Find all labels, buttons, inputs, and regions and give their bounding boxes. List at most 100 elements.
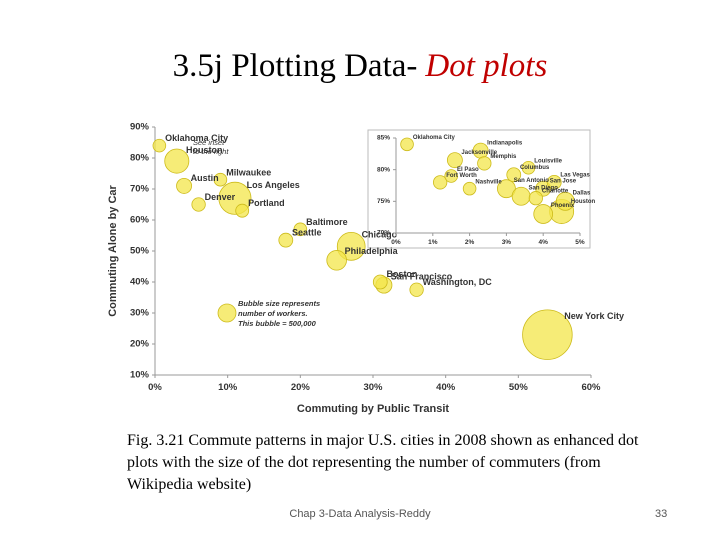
bubble: [521, 161, 536, 175]
x-tick-label: 10%: [218, 382, 238, 393]
size-legend-text: Bubble size represents: [238, 299, 320, 308]
bubble: [176, 177, 192, 194]
bubble: [326, 250, 347, 271]
city-label: San Antonio: [514, 178, 549, 184]
y-axis-label: Commuting Alone by Car: [107, 184, 119, 316]
city-label: Washington, DC: [423, 277, 493, 287]
bubble: [444, 169, 458, 183]
bubble: [511, 186, 531, 206]
footer: Chap 3-Data Analysis-Reddy: [289, 508, 431, 520]
x-tick-label: 3%: [502, 239, 512, 246]
city-label: El Paso: [457, 167, 479, 173]
bubble: [293, 222, 308, 237]
city-label: Oklahoma City: [165, 133, 228, 143]
city-label: Nashville: [475, 179, 502, 185]
city-label: New York City: [564, 311, 624, 321]
bubble: [213, 172, 228, 187]
y-tick-label: 90%: [130, 122, 150, 133]
city-label: Chicago: [362, 229, 398, 239]
x-tick-label: 50%: [509, 382, 529, 393]
y-tick-label: 80%: [130, 153, 150, 164]
bubble: [191, 197, 206, 212]
city-label: Baltimore: [306, 217, 348, 227]
x-tick-label: 5%: [575, 239, 585, 246]
city-label: Los Angeles: [247, 180, 300, 190]
city-label: Dallas: [573, 191, 591, 197]
chart: 0% 10% 20% 30% 40% 50% 60%10%20%30%40%50%60%70…: [107, 122, 624, 415]
y-tick-label: 30%: [130, 308, 150, 319]
bubble: [372, 274, 388, 290]
city-label: Phoenix: [551, 203, 575, 209]
city-label: Portland: [248, 198, 285, 208]
city-label: San Diego: [529, 185, 559, 191]
slide-title: 3.5j Plotting Data- Dot plots: [0, 48, 720, 85]
x-tick-label: 40%: [436, 382, 456, 393]
y-tick-label: 70%: [377, 230, 390, 237]
y-tick-label: 20%: [130, 339, 150, 350]
y-tick-label: 85%: [377, 135, 390, 142]
bubble: [433, 175, 448, 190]
city-label: Milwaukee: [226, 167, 271, 177]
city-label: Columbus: [520, 165, 550, 171]
x-tick-label: 1%: [428, 239, 438, 246]
y-tick-label: 40%: [130, 277, 150, 288]
y-tick-label: 60%: [130, 215, 150, 226]
x-tick-label: 20%: [291, 382, 311, 393]
bubble: [546, 174, 562, 190]
title-text: 3.5j Plotting Data-: [172, 48, 418, 84]
city-label: Jacksonville: [461, 150, 497, 156]
city-label: Houston: [571, 199, 596, 205]
city-label: Seattle: [292, 227, 322, 237]
x-tick-label: 4%: [538, 239, 548, 246]
y-tick-label: 50%: [130, 246, 150, 257]
city-label: Memphis: [490, 154, 517, 160]
city-label: Fort Worth: [446, 173, 477, 179]
city-label: Louisville: [534, 159, 562, 165]
city-label: Las Vegas: [560, 173, 590, 179]
size-legend-text: This bubble = 500,000: [238, 319, 317, 328]
city-label: Denver: [205, 192, 236, 202]
city-label: Indianapolis: [487, 141, 523, 147]
bubble: [235, 203, 250, 218]
size-legend-text: number of workers.: [238, 309, 308, 318]
size-legend-bubble: [217, 303, 237, 323]
bubble: [400, 137, 414, 152]
caption: Fig. 3.21 Commute patterns in major U.S.…: [127, 432, 639, 493]
bubble: [528, 191, 543, 206]
city-label: Oklahoma City: [413, 135, 456, 141]
city-label: Boston: [386, 269, 417, 279]
x-tick-label: 2%: [465, 239, 475, 246]
x-tick-label: 60%: [581, 382, 601, 393]
bubble: [152, 138, 167, 153]
y-tick-label: 70%: [130, 184, 150, 195]
city-label: Charlotte: [542, 189, 569, 195]
bubble: [462, 181, 477, 196]
bubble: [506, 167, 522, 183]
bubble: [409, 282, 424, 297]
city-label: Austin: [191, 173, 219, 183]
x-tick-label: 0%: [391, 239, 401, 246]
bubble: [278, 232, 294, 248]
x-axis-label: Commuting by Public Transit: [297, 403, 450, 415]
bubble: [522, 309, 573, 360]
inset-note: to the right: [193, 147, 229, 156]
y-tick-label: 10%: [130, 370, 150, 381]
bubble: [533, 204, 554, 224]
city-label: Houston: [186, 145, 223, 155]
bubble: [555, 191, 575, 211]
city-label: Philadelphia: [345, 246, 399, 256]
page-number: 33: [655, 508, 668, 520]
bubble: [496, 179, 516, 199]
y-tick-label: 75%: [377, 198, 390, 205]
inset-note: See inset: [193, 138, 225, 147]
title-highlight: Dot plots: [425, 48, 548, 84]
bubble: [164, 148, 190, 174]
x-tick-label: 30%: [363, 382, 383, 393]
bubble: [336, 232, 366, 261]
x-tick-label: 0%: [148, 382, 162, 393]
bubble: [477, 156, 492, 171]
city-label: San Jose: [550, 179, 577, 185]
city-label: San Francisco: [391, 272, 453, 282]
y-tick-label: 80%: [377, 166, 390, 173]
